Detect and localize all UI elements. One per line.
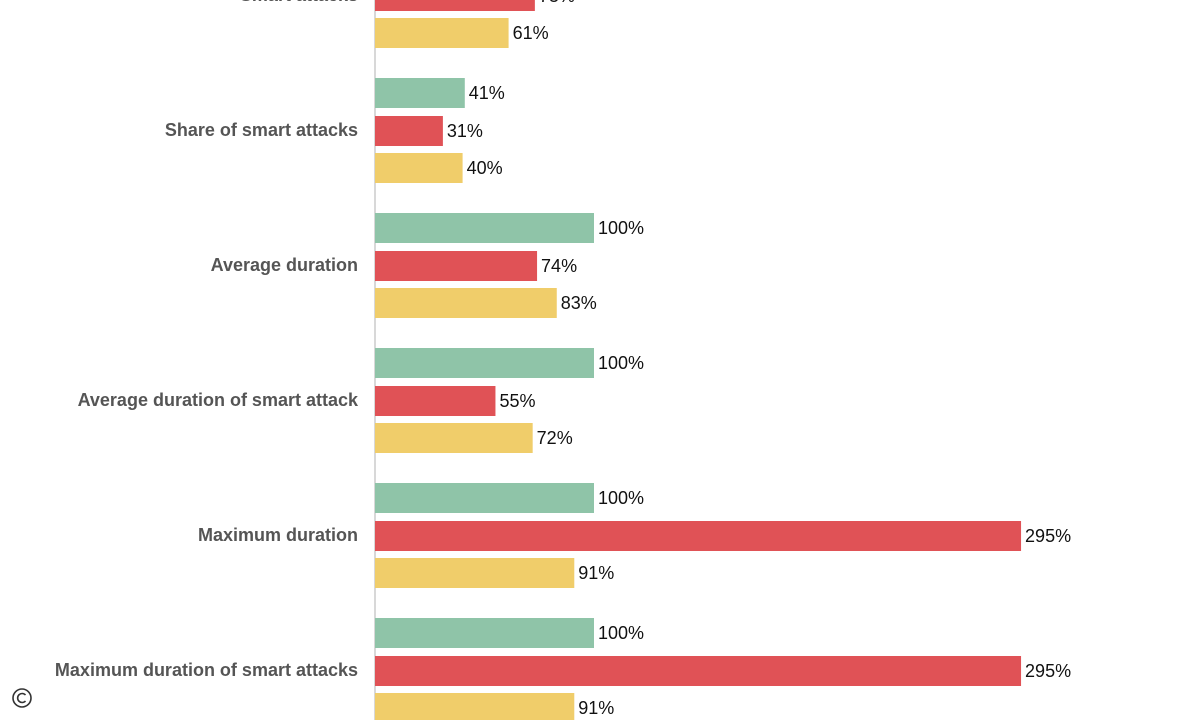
- value-label: 100%: [598, 623, 644, 643]
- value-label: 295%: [1025, 661, 1071, 681]
- value-label: 72%: [537, 428, 573, 448]
- bar: [375, 656, 1022, 686]
- value-label: 100%: [598, 218, 644, 238]
- bar: [375, 18, 509, 48]
- category-label: Share of smart attacks: [165, 120, 358, 140]
- value-label: 40%: [467, 158, 503, 178]
- bar: [375, 386, 496, 416]
- value-label: 61%: [513, 23, 549, 43]
- bar: [375, 0, 535, 11]
- category-label: Smart attacks: [240, 0, 358, 5]
- value-label: 91%: [578, 563, 614, 583]
- value-label: 41%: [469, 83, 505, 103]
- bar: [375, 521, 1022, 551]
- value-label: 31%: [447, 121, 483, 141]
- bar: [375, 618, 594, 648]
- bar: [375, 78, 465, 108]
- value-label: 295%: [1025, 526, 1071, 546]
- value-label: 74%: [541, 256, 577, 276]
- bar: [375, 288, 557, 318]
- category-label: Average duration: [211, 255, 358, 275]
- category-label: Maximum duration of smart attacks: [55, 660, 358, 680]
- value-label: 100%: [598, 488, 644, 508]
- category-label: Average duration of smart attack: [78, 390, 359, 410]
- bar: [375, 483, 594, 513]
- bar: [375, 558, 575, 588]
- bar: [375, 693, 575, 720]
- bar: [375, 423, 533, 453]
- value-label: 100%: [598, 353, 644, 373]
- bar: [375, 348, 594, 378]
- copyright-icon: [12, 688, 32, 708]
- value-label: 55%: [499, 391, 535, 411]
- bar: [375, 153, 463, 183]
- bar: [375, 213, 594, 243]
- value-label: 91%: [578, 698, 614, 718]
- category-label: Maximum duration: [198, 525, 358, 545]
- value-label: 73%: [539, 0, 575, 6]
- bar: [375, 251, 538, 281]
- value-label: 83%: [561, 293, 597, 313]
- bar: [375, 116, 443, 146]
